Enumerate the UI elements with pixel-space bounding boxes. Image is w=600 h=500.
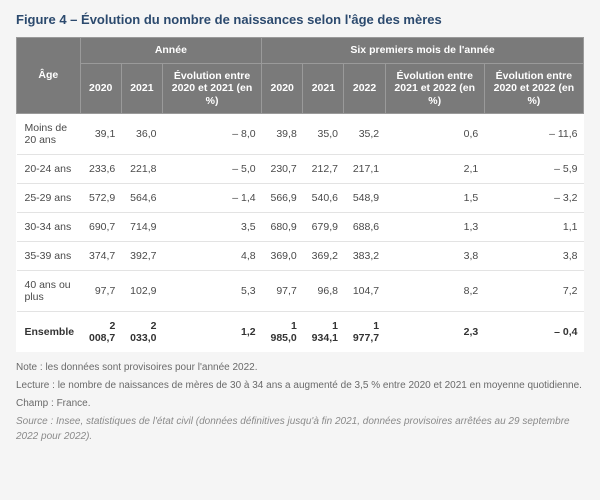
value-cell: 3,8 xyxy=(385,242,484,271)
table-row: 20-24 ans233,6221,8– 5,0230,7212,7217,12… xyxy=(17,155,584,184)
value-cell: 1,3 xyxy=(385,213,484,242)
value-cell: 39,8 xyxy=(262,114,303,155)
value-cell: – 11,6 xyxy=(484,114,583,155)
col-group-annee: Année xyxy=(80,38,262,64)
value-cell: 8,2 xyxy=(385,271,484,312)
value-cell: 688,6 xyxy=(344,213,385,242)
total-row: Ensemble2 008,72 033,01,21 985,01 934,11… xyxy=(17,312,584,353)
value-cell: 369,0 xyxy=(262,242,303,271)
value-cell: 1,1 xyxy=(484,213,583,242)
value-cell: 572,9 xyxy=(80,184,121,213)
value-cell: 374,7 xyxy=(80,242,121,271)
col-group-sixmois: Six premiers mois de l'année xyxy=(262,38,584,64)
value-cell: 39,1 xyxy=(80,114,121,155)
value-cell: – 0,4 xyxy=(484,312,583,353)
col-a2020: 2020 xyxy=(80,63,121,114)
value-cell: 2,3 xyxy=(385,312,484,353)
value-cell: 230,7 xyxy=(262,155,303,184)
value-cell: 540,6 xyxy=(303,184,344,213)
value-cell: 104,7 xyxy=(344,271,385,312)
value-cell: 36,0 xyxy=(121,114,162,155)
table-row: 30-34 ans690,7714,93,5680,9679,9688,61,3… xyxy=(17,213,584,242)
births-table: Âge Année Six premiers mois de l'année 2… xyxy=(16,37,584,352)
value-cell: 233,6 xyxy=(80,155,121,184)
value-cell: 2 008,7 xyxy=(80,312,121,353)
value-cell: 1,2 xyxy=(162,312,261,353)
age-cell: 25-29 ans xyxy=(17,184,81,213)
value-cell: 212,7 xyxy=(303,155,344,184)
lecture-text: Lecture : le nombre de naissances de mèr… xyxy=(16,378,584,393)
champ-text: Champ : France. xyxy=(16,396,584,411)
col-sevo21: Évolution entre 2021 et 2022 (en %) xyxy=(385,63,484,114)
value-cell: 4,8 xyxy=(162,242,261,271)
value-cell: 217,1 xyxy=(344,155,385,184)
age-cell: Moins de 20 ans xyxy=(17,114,81,155)
value-cell: 564,6 xyxy=(121,184,162,213)
col-s2020: 2020 xyxy=(262,63,303,114)
value-cell: 97,7 xyxy=(262,271,303,312)
value-cell: 7,2 xyxy=(484,271,583,312)
age-cell: Ensemble xyxy=(17,312,81,353)
value-cell: 369,2 xyxy=(303,242,344,271)
value-cell: 35,2 xyxy=(344,114,385,155)
col-sevo20: Évolution entre 2020 et 2022 (en %) xyxy=(484,63,583,114)
col-age: Âge xyxy=(17,38,81,114)
value-cell: 5,3 xyxy=(162,271,261,312)
value-cell: 690,7 xyxy=(80,213,121,242)
value-cell: 3,5 xyxy=(162,213,261,242)
col-s2022: 2022 xyxy=(344,63,385,114)
value-cell: 392,7 xyxy=(121,242,162,271)
col-a2021: 2021 xyxy=(121,63,162,114)
value-cell: 0,6 xyxy=(385,114,484,155)
value-cell: 1 977,7 xyxy=(344,312,385,353)
table-row: 40 ans ou plus97,7102,95,397,796,8104,78… xyxy=(17,271,584,312)
value-cell: 3,8 xyxy=(484,242,583,271)
value-cell: 679,9 xyxy=(303,213,344,242)
value-cell: – 3,2 xyxy=(484,184,583,213)
table-row: Moins de 20 ans39,136,0– 8,039,835,035,2… xyxy=(17,114,584,155)
value-cell: 102,9 xyxy=(121,271,162,312)
value-cell: 2 033,0 xyxy=(121,312,162,353)
table-row: 25-29 ans572,9564,6– 1,4566,9540,6548,91… xyxy=(17,184,584,213)
table-row: 35-39 ans374,7392,74,8369,0369,2383,23,8… xyxy=(17,242,584,271)
source-text: Source : Insee, statistiques de l'état c… xyxy=(16,414,584,444)
value-cell: 383,2 xyxy=(344,242,385,271)
value-cell: 221,8 xyxy=(121,155,162,184)
note-text: Note : les données sont provisoires pour… xyxy=(16,360,584,375)
value-cell: – 1,4 xyxy=(162,184,261,213)
value-cell: – 8,0 xyxy=(162,114,261,155)
value-cell: – 5,0 xyxy=(162,155,261,184)
value-cell: 566,9 xyxy=(262,184,303,213)
age-cell: 40 ans ou plus xyxy=(17,271,81,312)
table-body: Moins de 20 ans39,136,0– 8,039,835,035,2… xyxy=(17,114,584,353)
value-cell: 680,9 xyxy=(262,213,303,242)
col-aevo: Évolution entre 2020 et 2021 (en %) xyxy=(162,63,261,114)
value-cell: 2,1 xyxy=(385,155,484,184)
value-cell: 35,0 xyxy=(303,114,344,155)
value-cell: – 5,9 xyxy=(484,155,583,184)
value-cell: 96,8 xyxy=(303,271,344,312)
age-cell: 30-34 ans xyxy=(17,213,81,242)
value-cell: 714,9 xyxy=(121,213,162,242)
age-cell: 35-39 ans xyxy=(17,242,81,271)
value-cell: 548,9 xyxy=(344,184,385,213)
notes-block: Note : les données sont provisoires pour… xyxy=(16,360,584,444)
value-cell: 1 934,1 xyxy=(303,312,344,353)
col-s2021: 2021 xyxy=(303,63,344,114)
age-cell: 20-24 ans xyxy=(17,155,81,184)
value-cell: 1,5 xyxy=(385,184,484,213)
value-cell: 1 985,0 xyxy=(262,312,303,353)
figure-title: Figure 4 – Évolution du nombre de naissa… xyxy=(16,12,584,27)
value-cell: 97,7 xyxy=(80,271,121,312)
